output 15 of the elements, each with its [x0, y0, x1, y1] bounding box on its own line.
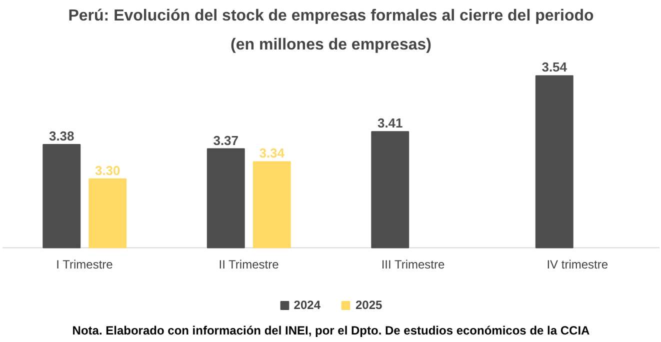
chart-subtitle: (en millones de empresas) [230, 36, 432, 54]
x-tick-label: III Trimestre [381, 258, 446, 272]
data-label: 3.41 [377, 116, 403, 131]
text: Nota. Elaborado con información del INEI, por el Dpto. De estudios económicos de la CCIA [72, 324, 590, 338]
data-label: 3.54 [542, 60, 568, 75]
x-tick-label: IV trimestre [546, 258, 608, 272]
chart-title: Perú: Evolución del stock de empresas formales al cierre del periodo [68, 8, 594, 24]
x-tick-label: I Trimestre [56, 258, 114, 272]
legend-label: 2025 [356, 298, 382, 312]
data-label: 3.38 [48, 128, 74, 144]
data-label: 3.30 [94, 162, 120, 178]
legend-label: 2024 [294, 298, 320, 312]
data-label: 3.34 [259, 146, 286, 161]
data-label: 3.37 [213, 132, 239, 148]
x-tick-label: II Trimestre [218, 258, 280, 272]
